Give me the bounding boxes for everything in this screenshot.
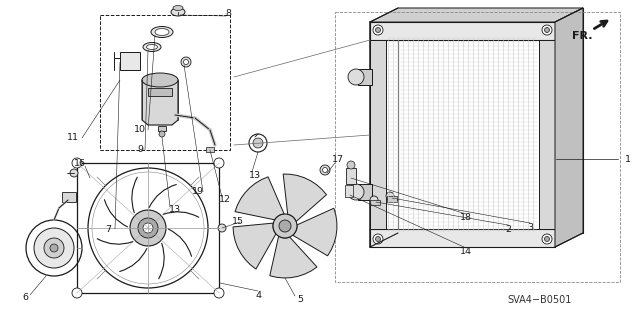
Text: SVA4−B0501: SVA4−B0501 xyxy=(508,295,572,305)
Circle shape xyxy=(545,236,550,241)
Text: 13: 13 xyxy=(169,205,181,214)
Polygon shape xyxy=(142,75,178,125)
Bar xyxy=(345,185,353,197)
Bar xyxy=(370,200,380,205)
Bar xyxy=(148,88,172,96)
Bar xyxy=(539,40,555,229)
Bar xyxy=(158,126,166,131)
Text: 1: 1 xyxy=(625,154,631,164)
Circle shape xyxy=(70,169,78,177)
Circle shape xyxy=(181,57,191,67)
Text: 11: 11 xyxy=(67,133,79,143)
Text: 7: 7 xyxy=(105,225,111,234)
Circle shape xyxy=(253,138,263,148)
Circle shape xyxy=(279,220,291,232)
Circle shape xyxy=(184,60,189,64)
Circle shape xyxy=(542,25,552,35)
Ellipse shape xyxy=(151,26,173,38)
Polygon shape xyxy=(292,208,337,256)
Circle shape xyxy=(373,234,383,244)
Text: 8: 8 xyxy=(225,10,231,19)
Circle shape xyxy=(72,158,82,168)
Circle shape xyxy=(386,192,394,200)
Bar xyxy=(346,168,356,184)
Bar xyxy=(370,229,555,247)
Bar xyxy=(206,147,214,152)
Polygon shape xyxy=(235,177,284,220)
Circle shape xyxy=(44,238,64,258)
Ellipse shape xyxy=(155,28,169,35)
Text: 19: 19 xyxy=(192,188,204,197)
Text: 2: 2 xyxy=(505,226,511,234)
Text: 17: 17 xyxy=(332,155,344,165)
Bar xyxy=(77,163,219,293)
Text: 6: 6 xyxy=(22,293,28,302)
Polygon shape xyxy=(233,223,276,269)
Circle shape xyxy=(214,158,224,168)
Circle shape xyxy=(273,214,297,238)
Text: 12: 12 xyxy=(219,196,231,204)
Circle shape xyxy=(323,167,328,173)
Bar xyxy=(335,12,620,282)
Text: 10: 10 xyxy=(134,125,146,135)
Text: 15: 15 xyxy=(232,218,244,226)
Circle shape xyxy=(218,224,226,232)
Bar xyxy=(398,8,583,233)
Circle shape xyxy=(376,27,381,33)
Bar xyxy=(100,15,230,150)
Circle shape xyxy=(143,223,153,233)
Text: 16: 16 xyxy=(74,160,86,168)
Circle shape xyxy=(214,288,224,298)
Circle shape xyxy=(72,288,82,298)
Circle shape xyxy=(348,184,364,200)
Text: 18: 18 xyxy=(460,213,472,222)
Text: 4: 4 xyxy=(255,291,261,300)
Polygon shape xyxy=(283,174,326,221)
Ellipse shape xyxy=(143,42,161,51)
Bar xyxy=(358,69,372,85)
Bar xyxy=(387,196,397,202)
Bar xyxy=(370,22,555,40)
Polygon shape xyxy=(370,8,583,22)
Ellipse shape xyxy=(147,44,157,49)
Text: 14: 14 xyxy=(460,248,472,256)
Ellipse shape xyxy=(173,5,183,11)
Text: 13: 13 xyxy=(249,170,261,180)
Circle shape xyxy=(138,218,158,238)
Bar xyxy=(370,40,386,229)
Circle shape xyxy=(34,228,74,268)
Polygon shape xyxy=(270,236,317,278)
Circle shape xyxy=(347,161,355,169)
Circle shape xyxy=(159,131,165,137)
Text: 5: 5 xyxy=(297,295,303,305)
Bar xyxy=(358,184,372,200)
Circle shape xyxy=(370,196,378,204)
Ellipse shape xyxy=(142,73,178,87)
Bar xyxy=(62,192,76,202)
Circle shape xyxy=(373,25,383,35)
Text: FR.: FR. xyxy=(572,31,593,41)
Circle shape xyxy=(542,234,552,244)
Circle shape xyxy=(130,210,166,246)
Circle shape xyxy=(545,27,550,33)
Circle shape xyxy=(50,244,58,252)
Bar xyxy=(370,22,555,247)
Ellipse shape xyxy=(171,8,185,16)
Bar xyxy=(120,52,140,70)
Text: 3: 3 xyxy=(527,224,533,233)
Circle shape xyxy=(376,236,381,241)
Circle shape xyxy=(320,165,330,175)
Text: 9: 9 xyxy=(137,145,143,154)
Polygon shape xyxy=(555,8,583,247)
Circle shape xyxy=(348,69,364,85)
